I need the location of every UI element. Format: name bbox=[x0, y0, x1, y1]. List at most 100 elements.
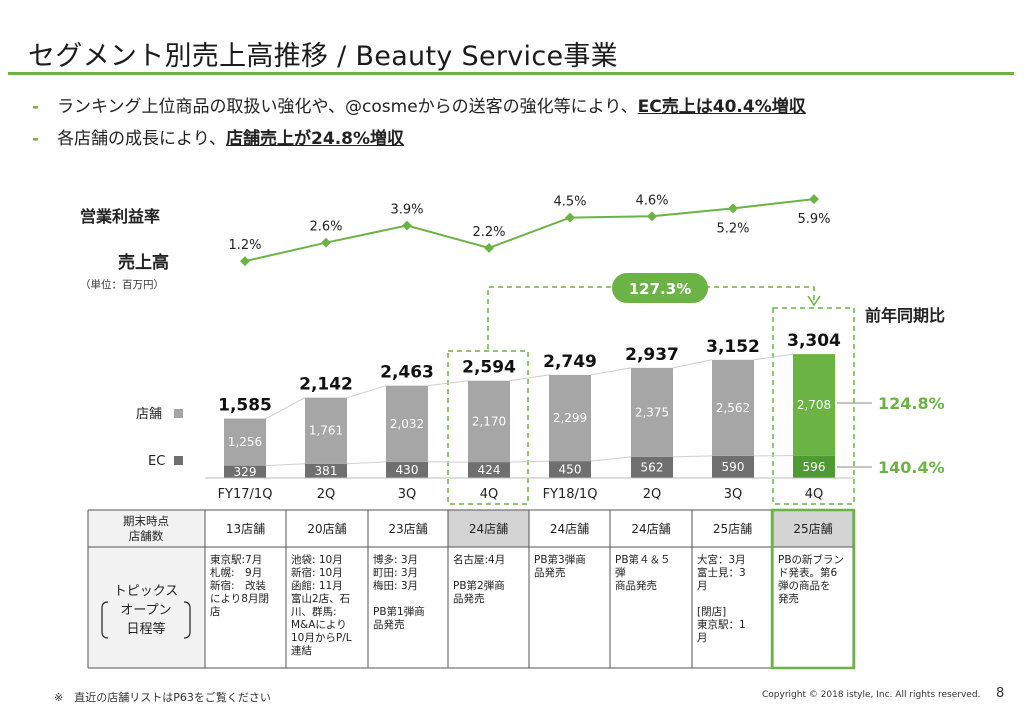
margin-value-label: 1.2% bbox=[228, 238, 261, 253]
topic-cell-line: 店 bbox=[210, 605, 221, 618]
topic-cell-line: 10月からP/L bbox=[291, 632, 352, 644]
total-value-label: 2,142 bbox=[299, 375, 353, 395]
topic-cell-line: ド発表。第6 bbox=[778, 566, 837, 579]
margin-point bbox=[728, 203, 738, 214]
topic-cell-line: 連結 bbox=[291, 644, 312, 657]
bullet-highlight: 店舗売上が24.8%増収 bbox=[226, 129, 405, 149]
category-label: FY18/1Q bbox=[543, 487, 598, 502]
table-cell-highlight bbox=[773, 510, 853, 547]
topic-cell-line: 月 bbox=[697, 632, 708, 644]
margin-value-label: 4.5% bbox=[553, 195, 586, 210]
ec-bar bbox=[631, 456, 673, 478]
store-count-cell: 13店舗 bbox=[226, 522, 265, 536]
total-connector bbox=[427, 380, 469, 387]
store-value-label: 2,032 bbox=[390, 417, 424, 431]
store-bar bbox=[468, 380, 510, 463]
category-label: 2Q bbox=[643, 487, 662, 502]
footer-copyright: Copyright © 2018 istyle, Inc. All rights… bbox=[762, 690, 981, 700]
table-row-header: 日程等 bbox=[126, 621, 165, 637]
ec-bar bbox=[468, 462, 510, 478]
ec-bar bbox=[549, 461, 591, 478]
table-row-header: オープン bbox=[120, 603, 171, 618]
topic-cell-line: [閉店] bbox=[697, 605, 726, 618]
title-divider bbox=[8, 72, 1014, 75]
category-label: 4Q bbox=[805, 487, 824, 502]
category-label: 3Q bbox=[724, 487, 743, 502]
total-value-label: 3,152 bbox=[706, 337, 760, 357]
ec-bar bbox=[305, 463, 347, 478]
store-legend-swatch bbox=[174, 409, 183, 418]
bars-layer: 329 1,256 1,585 FY17/1Q 381 1,761 2,142 2Q 430 2,… bbox=[205, 331, 855, 502]
category-label: FY17/1Q bbox=[218, 487, 273, 502]
store-value-label: 2,299 bbox=[553, 411, 587, 425]
topic-cell-line: 池袋: 10月 bbox=[291, 553, 343, 566]
topic-cell-line: 弾 bbox=[615, 566, 626, 579]
bullet-text: ランキング上位商品の取扱い強化や、@cosmeからの送客の強化等により、 bbox=[57, 97, 638, 117]
store-value-label: 2,708 bbox=[797, 398, 831, 412]
topic-cell-line: 大宮：3月 bbox=[697, 553, 746, 566]
topic-cell-line: 品発売 bbox=[373, 618, 405, 631]
margin-value-label: 2.6% bbox=[309, 220, 342, 235]
ec-bar bbox=[712, 455, 754, 478]
total-value-label: 2,749 bbox=[543, 352, 597, 372]
margin-label: 営業利益率 bbox=[80, 207, 160, 226]
bullet-1: - ランキング上位商品の取扱い強化や、@cosmeからの送客の強化等により、EC売… bbox=[32, 92, 806, 117]
topic-cell-line: 函館: 11月 bbox=[291, 579, 343, 592]
store-bar bbox=[631, 367, 673, 457]
bullet-text: 各店舗の成長により、 bbox=[57, 129, 227, 149]
total-value-label: 2,594 bbox=[462, 358, 516, 378]
ec-value-label: 430 bbox=[396, 463, 419, 477]
topic-cell-line: 月 bbox=[697, 580, 708, 592]
table-cell-highlight bbox=[448, 510, 529, 547]
table-row-header: 期末時点 bbox=[123, 514, 169, 528]
growth-badge-text: 127.3% bbox=[629, 280, 691, 298]
store-yoy-value: 124.8% bbox=[878, 394, 945, 413]
highlight-box-fy17-4q bbox=[447, 350, 529, 505]
bullet-2: - 各店舗の成長により、店舗売上が24.8%増収 bbox=[32, 124, 404, 149]
ec-connector bbox=[265, 463, 306, 467]
ec-connector bbox=[509, 460, 550, 463]
topic-cell-line: 弾の商品を bbox=[778, 579, 831, 592]
margin-point bbox=[809, 194, 819, 205]
sales-label: 売上高 bbox=[118, 252, 169, 273]
topic-cell-line: 町田: 3月 bbox=[373, 567, 418, 579]
total-connector bbox=[346, 385, 387, 399]
store-count-cell: 24店舗 bbox=[631, 522, 670, 536]
store-legend-label: 店舗 bbox=[136, 407, 162, 422]
total-value-label: 2,463 bbox=[380, 363, 434, 383]
topic-cell-line: PBの新ブラン bbox=[778, 553, 844, 566]
store-value-label: 1,761 bbox=[309, 424, 343, 438]
margin-value-label: 5.9% bbox=[797, 212, 830, 227]
topic-cell-line: PB第3弾商 bbox=[534, 553, 586, 566]
bullet-dash: - bbox=[32, 97, 40, 117]
bracket-left bbox=[101, 601, 109, 639]
margin-point bbox=[565, 212, 575, 223]
topic-cell-line: 名古屋:4月 bbox=[453, 553, 505, 566]
page-number: 8 bbox=[996, 686, 1005, 701]
ec-connector bbox=[672, 455, 713, 458]
store-count-cell: 20店舗 bbox=[307, 522, 346, 536]
store-count-cell: 24店舗 bbox=[550, 522, 589, 536]
margin-point bbox=[484, 243, 494, 253]
store-bar bbox=[386, 385, 428, 462]
bullet-highlight: EC売上は40.4%増収 bbox=[637, 97, 806, 117]
category-label: 4Q bbox=[480, 487, 499, 502]
margin-value-label: 5.2% bbox=[716, 221, 749, 236]
total-connector bbox=[753, 353, 794, 361]
page-title: セグメント別売上高推移 / Beauty Service事業 bbox=[28, 41, 618, 72]
margin-value-label: 2.2% bbox=[472, 225, 505, 240]
footer-note: ※ 直近の店舗リストはP63をご覧ください bbox=[54, 691, 271, 704]
total-connector bbox=[509, 374, 550, 382]
yoy-label: 前年同期比 bbox=[865, 306, 945, 325]
ec-value-label: 590 bbox=[722, 460, 745, 474]
table-row-header: 店舗数 bbox=[129, 529, 164, 543]
topic-cell-line: 東京駅：1 bbox=[697, 618, 746, 631]
ec-value-label: 450 bbox=[559, 463, 582, 477]
topic-cell-line: 東京駅:7月 bbox=[210, 553, 262, 566]
topic-cell-line: 品発売 bbox=[453, 592, 485, 605]
topic-cell-line: 富山2店、石 bbox=[291, 592, 350, 605]
store-bar bbox=[224, 418, 266, 466]
topic-cell-line: PB第2弾商 bbox=[453, 579, 505, 592]
ec-bar bbox=[224, 465, 266, 478]
